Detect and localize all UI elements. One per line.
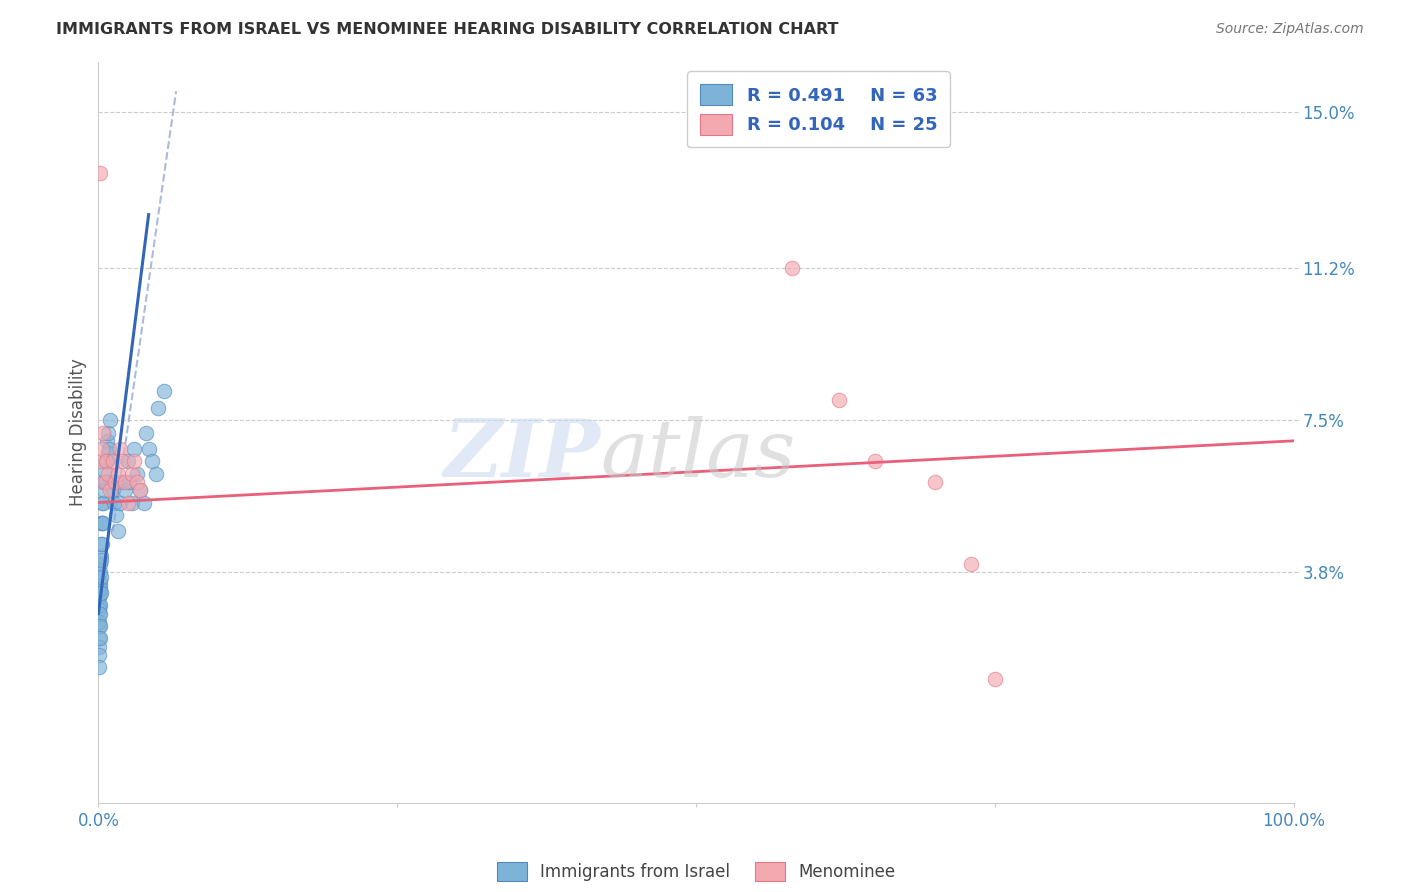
Point — [107, 467, 129, 481]
Point — [121, 467, 143, 481]
Point — [89, 566, 111, 580]
Point — [124, 442, 146, 456]
Y-axis label: Hearing Disability: Hearing Disability — [69, 359, 87, 507]
Point — [89, 632, 111, 646]
Point — [91, 495, 114, 509]
Point — [89, 615, 111, 629]
Point — [118, 475, 141, 489]
Point — [89, 582, 111, 596]
Point — [91, 425, 114, 440]
Point — [145, 467, 167, 481]
Point — [103, 495, 125, 509]
Point — [111, 454, 134, 468]
Point — [107, 524, 129, 539]
Point — [93, 462, 115, 476]
Point — [91, 536, 114, 550]
Point — [97, 467, 120, 481]
Point — [98, 442, 121, 456]
Point — [129, 483, 152, 498]
Point — [97, 446, 120, 460]
Point — [94, 454, 117, 468]
Point — [93, 475, 115, 489]
Point — [87, 619, 110, 633]
Text: atlas: atlas — [600, 416, 796, 493]
Point — [96, 434, 118, 448]
Point — [89, 602, 111, 616]
Point — [105, 508, 128, 522]
Point — [114, 483, 136, 498]
Point — [87, 632, 110, 646]
Point — [98, 413, 122, 427]
Point — [90, 536, 112, 550]
Point — [117, 495, 139, 509]
Point — [94, 475, 117, 489]
Point — [89, 586, 111, 600]
Point — [108, 442, 131, 456]
Point — [101, 454, 124, 468]
Point — [96, 454, 118, 468]
Point — [125, 467, 148, 481]
Point — [91, 442, 114, 456]
Point — [91, 516, 114, 530]
Point — [91, 495, 114, 509]
Point — [89, 599, 111, 613]
Point — [865, 454, 887, 468]
Legend: Immigrants from Israel, Menominee: Immigrants from Israel, Menominee — [489, 855, 903, 888]
Point — [924, 475, 946, 489]
Point — [90, 553, 112, 567]
Point — [90, 569, 112, 583]
Point — [89, 607, 111, 621]
Point — [100, 475, 122, 489]
Point — [90, 586, 112, 600]
Point — [97, 425, 120, 440]
Point — [90, 549, 112, 563]
Point — [90, 516, 112, 530]
Text: IMMIGRANTS FROM ISRAEL VS MENOMINEE HEARING DISABILITY CORRELATION CHART: IMMIGRANTS FROM ISRAEL VS MENOMINEE HEAR… — [56, 22, 839, 37]
Point — [89, 619, 111, 633]
Point — [87, 660, 110, 674]
Point — [148, 401, 170, 415]
Point — [108, 495, 131, 509]
Point — [104, 475, 127, 489]
Point — [117, 454, 139, 468]
Point — [114, 475, 136, 489]
Point — [87, 599, 110, 613]
Point — [90, 454, 112, 468]
Point — [87, 607, 110, 621]
Text: ZIP: ZIP — [443, 416, 600, 493]
Point — [89, 578, 111, 592]
Point — [89, 558, 111, 572]
Point — [89, 166, 111, 180]
Point — [121, 495, 143, 509]
Point — [960, 558, 983, 572]
Point — [141, 454, 163, 468]
Point — [98, 483, 122, 498]
Point — [111, 475, 134, 489]
Point — [132, 495, 155, 509]
Point — [984, 673, 1007, 687]
Point — [89, 590, 111, 604]
Point — [135, 425, 157, 440]
Point — [87, 640, 110, 654]
Point — [87, 648, 110, 662]
Point — [153, 384, 176, 399]
Point — [138, 442, 160, 456]
Text: Source: ZipAtlas.com: Source: ZipAtlas.com — [1216, 22, 1364, 37]
Point — [125, 475, 148, 489]
Point — [93, 483, 115, 498]
Point — [828, 392, 851, 407]
Point — [91, 475, 114, 489]
Point — [129, 483, 152, 498]
Point — [124, 454, 146, 468]
Point — [89, 574, 111, 588]
Point — [780, 261, 803, 276]
Point — [94, 454, 117, 468]
Point — [91, 516, 114, 530]
Point — [101, 483, 124, 498]
